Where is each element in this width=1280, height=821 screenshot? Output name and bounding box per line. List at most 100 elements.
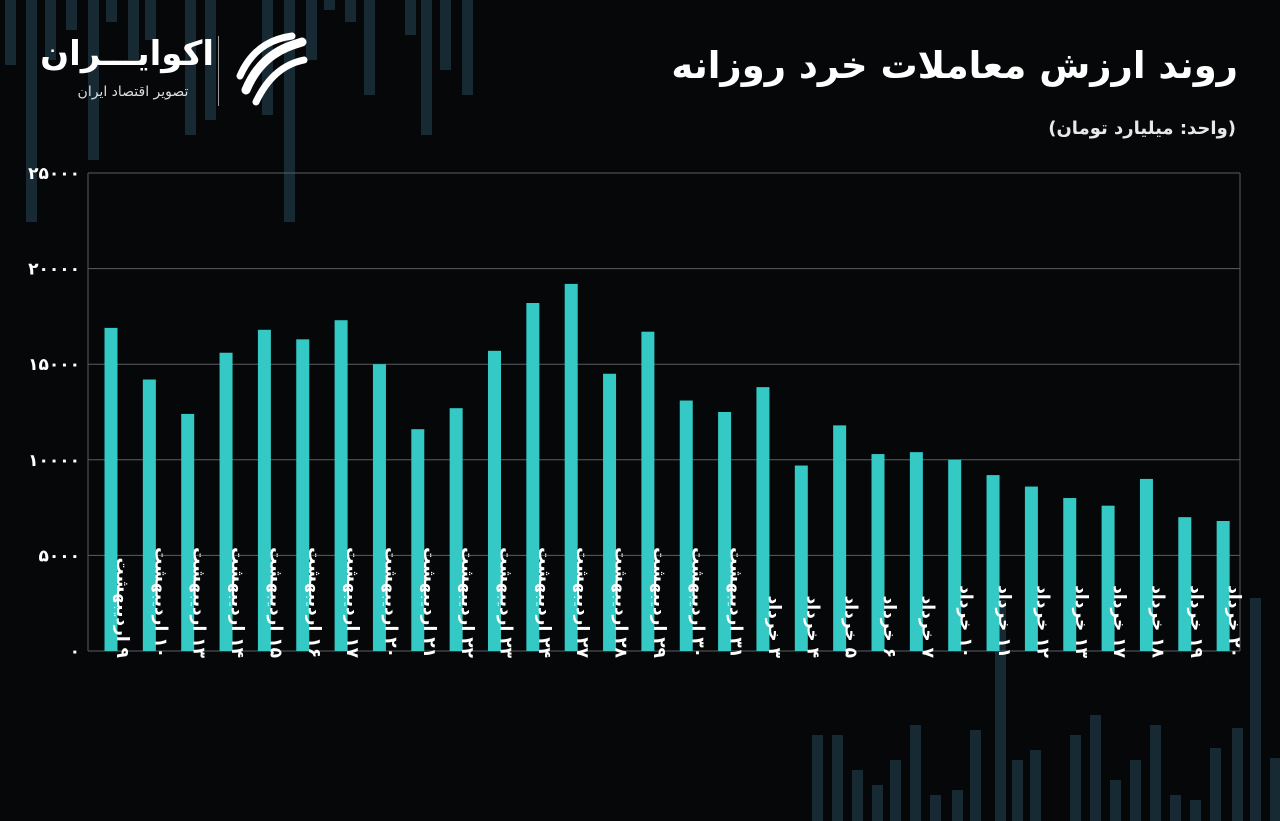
- background-candle: [930, 795, 941, 821]
- background-candle: [812, 735, 823, 821]
- background-candle: [1090, 715, 1101, 821]
- bar: [948, 459, 962, 651]
- background-candle: [66, 0, 77, 30]
- bars: [104, 283, 1230, 651]
- x-axis: ۹ اردیبهشت ۱۰ اردیبهشت ۱۳ اردیبهشت ۱۴ اردیب…: [112, 547, 1244, 658]
- x-tick-label: ۲۳ اردیبهشت: [496, 547, 516, 658]
- y-tick-label: ۱۰۰۰۰: [28, 451, 80, 471]
- background-candle: [26, 0, 37, 222]
- x-tick-label: ۲۱ اردیبهشت: [419, 547, 439, 658]
- bar: [257, 329, 271, 651]
- background-candle: [324, 0, 335, 10]
- background-candle: [1030, 750, 1041, 821]
- x-tick-label: ۱۳ اردیبهشت: [189, 547, 209, 658]
- chart-title: روند ارزش معاملات خرد روزانه: [671, 44, 1238, 87]
- bar: [334, 320, 348, 651]
- x-tick-label: ۶ خرداد: [879, 596, 899, 658]
- bar: [296, 339, 310, 651]
- background-candle: [1270, 758, 1280, 821]
- bar: [1101, 505, 1115, 651]
- bar: [909, 452, 923, 651]
- x-tick-label: ۵ خرداد: [841, 596, 861, 658]
- x-tick-label: ۱۳ خرداد: [1071, 585, 1091, 658]
- background-candle: [1070, 735, 1081, 821]
- y-tick-label: ۵۰۰۰: [38, 546, 80, 566]
- grid-lines: [88, 172, 1240, 652]
- x-tick-label: ۱۰ اردیبهشت: [150, 547, 170, 658]
- x-tick-label: ۲۸ اردیبهشت: [611, 547, 631, 658]
- x-tick-label: ۳۰ اردیبهشت: [687, 547, 707, 658]
- bar: [833, 425, 847, 651]
- x-tick-label: ۲۲ اردیبهشت: [457, 547, 477, 658]
- background-candle: [106, 0, 117, 22]
- x-tick-label: ۱۸ خرداد: [1147, 585, 1167, 658]
- bar: [679, 400, 693, 651]
- background-candle: [284, 0, 295, 222]
- bar: [449, 408, 463, 651]
- background-candle: [1250, 598, 1261, 821]
- x-tick-label: ۱۲ خرداد: [1032, 585, 1052, 658]
- bar: [1024, 486, 1038, 651]
- x-tick-label: ۴ خرداد: [802, 596, 822, 658]
- x-tick-label: ۱۹ خرداد: [1186, 585, 1206, 658]
- background-candle: [462, 0, 473, 95]
- bar: [794, 465, 808, 651]
- bar: [718, 412, 732, 651]
- bar: [756, 387, 770, 651]
- background-candle: [306, 0, 317, 60]
- y-tick-label: ۲۵۰۰۰: [28, 164, 80, 184]
- x-tick-label: ۷ خرداد: [917, 596, 937, 659]
- x-tick-label: ۲۰ اردیبهشت: [380, 547, 400, 658]
- background-candle: [5, 0, 16, 65]
- x-tick-label: ۱۷ خرداد: [1109, 585, 1129, 658]
- bar: [1063, 498, 1077, 651]
- bar: [488, 350, 501, 651]
- background-candle: [970, 730, 981, 821]
- background-candle: [852, 770, 863, 821]
- background-candle: [345, 0, 356, 22]
- x-tick-label: ۲۹ اردیبهشت: [649, 547, 669, 658]
- bar: [219, 352, 233, 651]
- ecoiran-swirl-icon: [236, 32, 308, 106]
- background-candle: [1190, 800, 1201, 821]
- unit-label: (واحد: میلیارد تومان): [1048, 118, 1236, 139]
- background-candle: [1150, 725, 1161, 821]
- background-candle: [872, 785, 883, 821]
- bar: [603, 373, 617, 651]
- background-candle: [890, 760, 901, 821]
- background-candle: [45, 0, 56, 60]
- background-candle: [1210, 748, 1221, 821]
- background-candle: [185, 0, 196, 135]
- background-candle: [1232, 728, 1243, 821]
- bar: [986, 475, 1000, 651]
- bar: [411, 429, 425, 651]
- background-candle: [832, 735, 843, 821]
- background-candle: [145, 0, 156, 40]
- background-candle: [128, 0, 139, 60]
- logo-name: اکوایـــران: [40, 34, 214, 74]
- x-tick-label: ۹ اردیبهشت: [112, 558, 132, 659]
- bar: [526, 303, 540, 651]
- logo-tagline: تصویر اقتصاد ایران: [77, 84, 189, 100]
- bar: [1216, 520, 1230, 651]
- background-candle: [1170, 795, 1181, 821]
- y-axis: ۰ ۵۰۰۰ ۱۰۰۰۰ ۱۵۰۰۰ ۲۰۰۰۰ ۲۵۰۰۰: [28, 164, 1241, 662]
- x-tick-label: ۱۴ اردیبهشت: [227, 547, 247, 658]
- x-tick-label: ۱۷ اردیبهشت: [342, 547, 362, 658]
- y-tick-label: ۲۰۰۰۰: [28, 260, 80, 280]
- x-tick-label: ۳ خرداد: [764, 596, 784, 659]
- background-candle: [952, 790, 963, 821]
- bar: [142, 379, 156, 651]
- background-candle: [364, 0, 375, 95]
- bar: [181, 413, 195, 651]
- bar: [372, 364, 386, 651]
- background-candle: [205, 0, 216, 120]
- background-candle: [88, 0, 99, 160]
- background-candle: [421, 0, 432, 135]
- logo: اکوایـــران تصویر اقتصاد ایران: [40, 32, 310, 112]
- x-tick-label: ۱۱ خرداد: [994, 585, 1014, 658]
- bar: [104, 327, 118, 651]
- x-tick-label: ۳۱ اردیبهشت: [726, 547, 746, 658]
- bar: [641, 331, 655, 651]
